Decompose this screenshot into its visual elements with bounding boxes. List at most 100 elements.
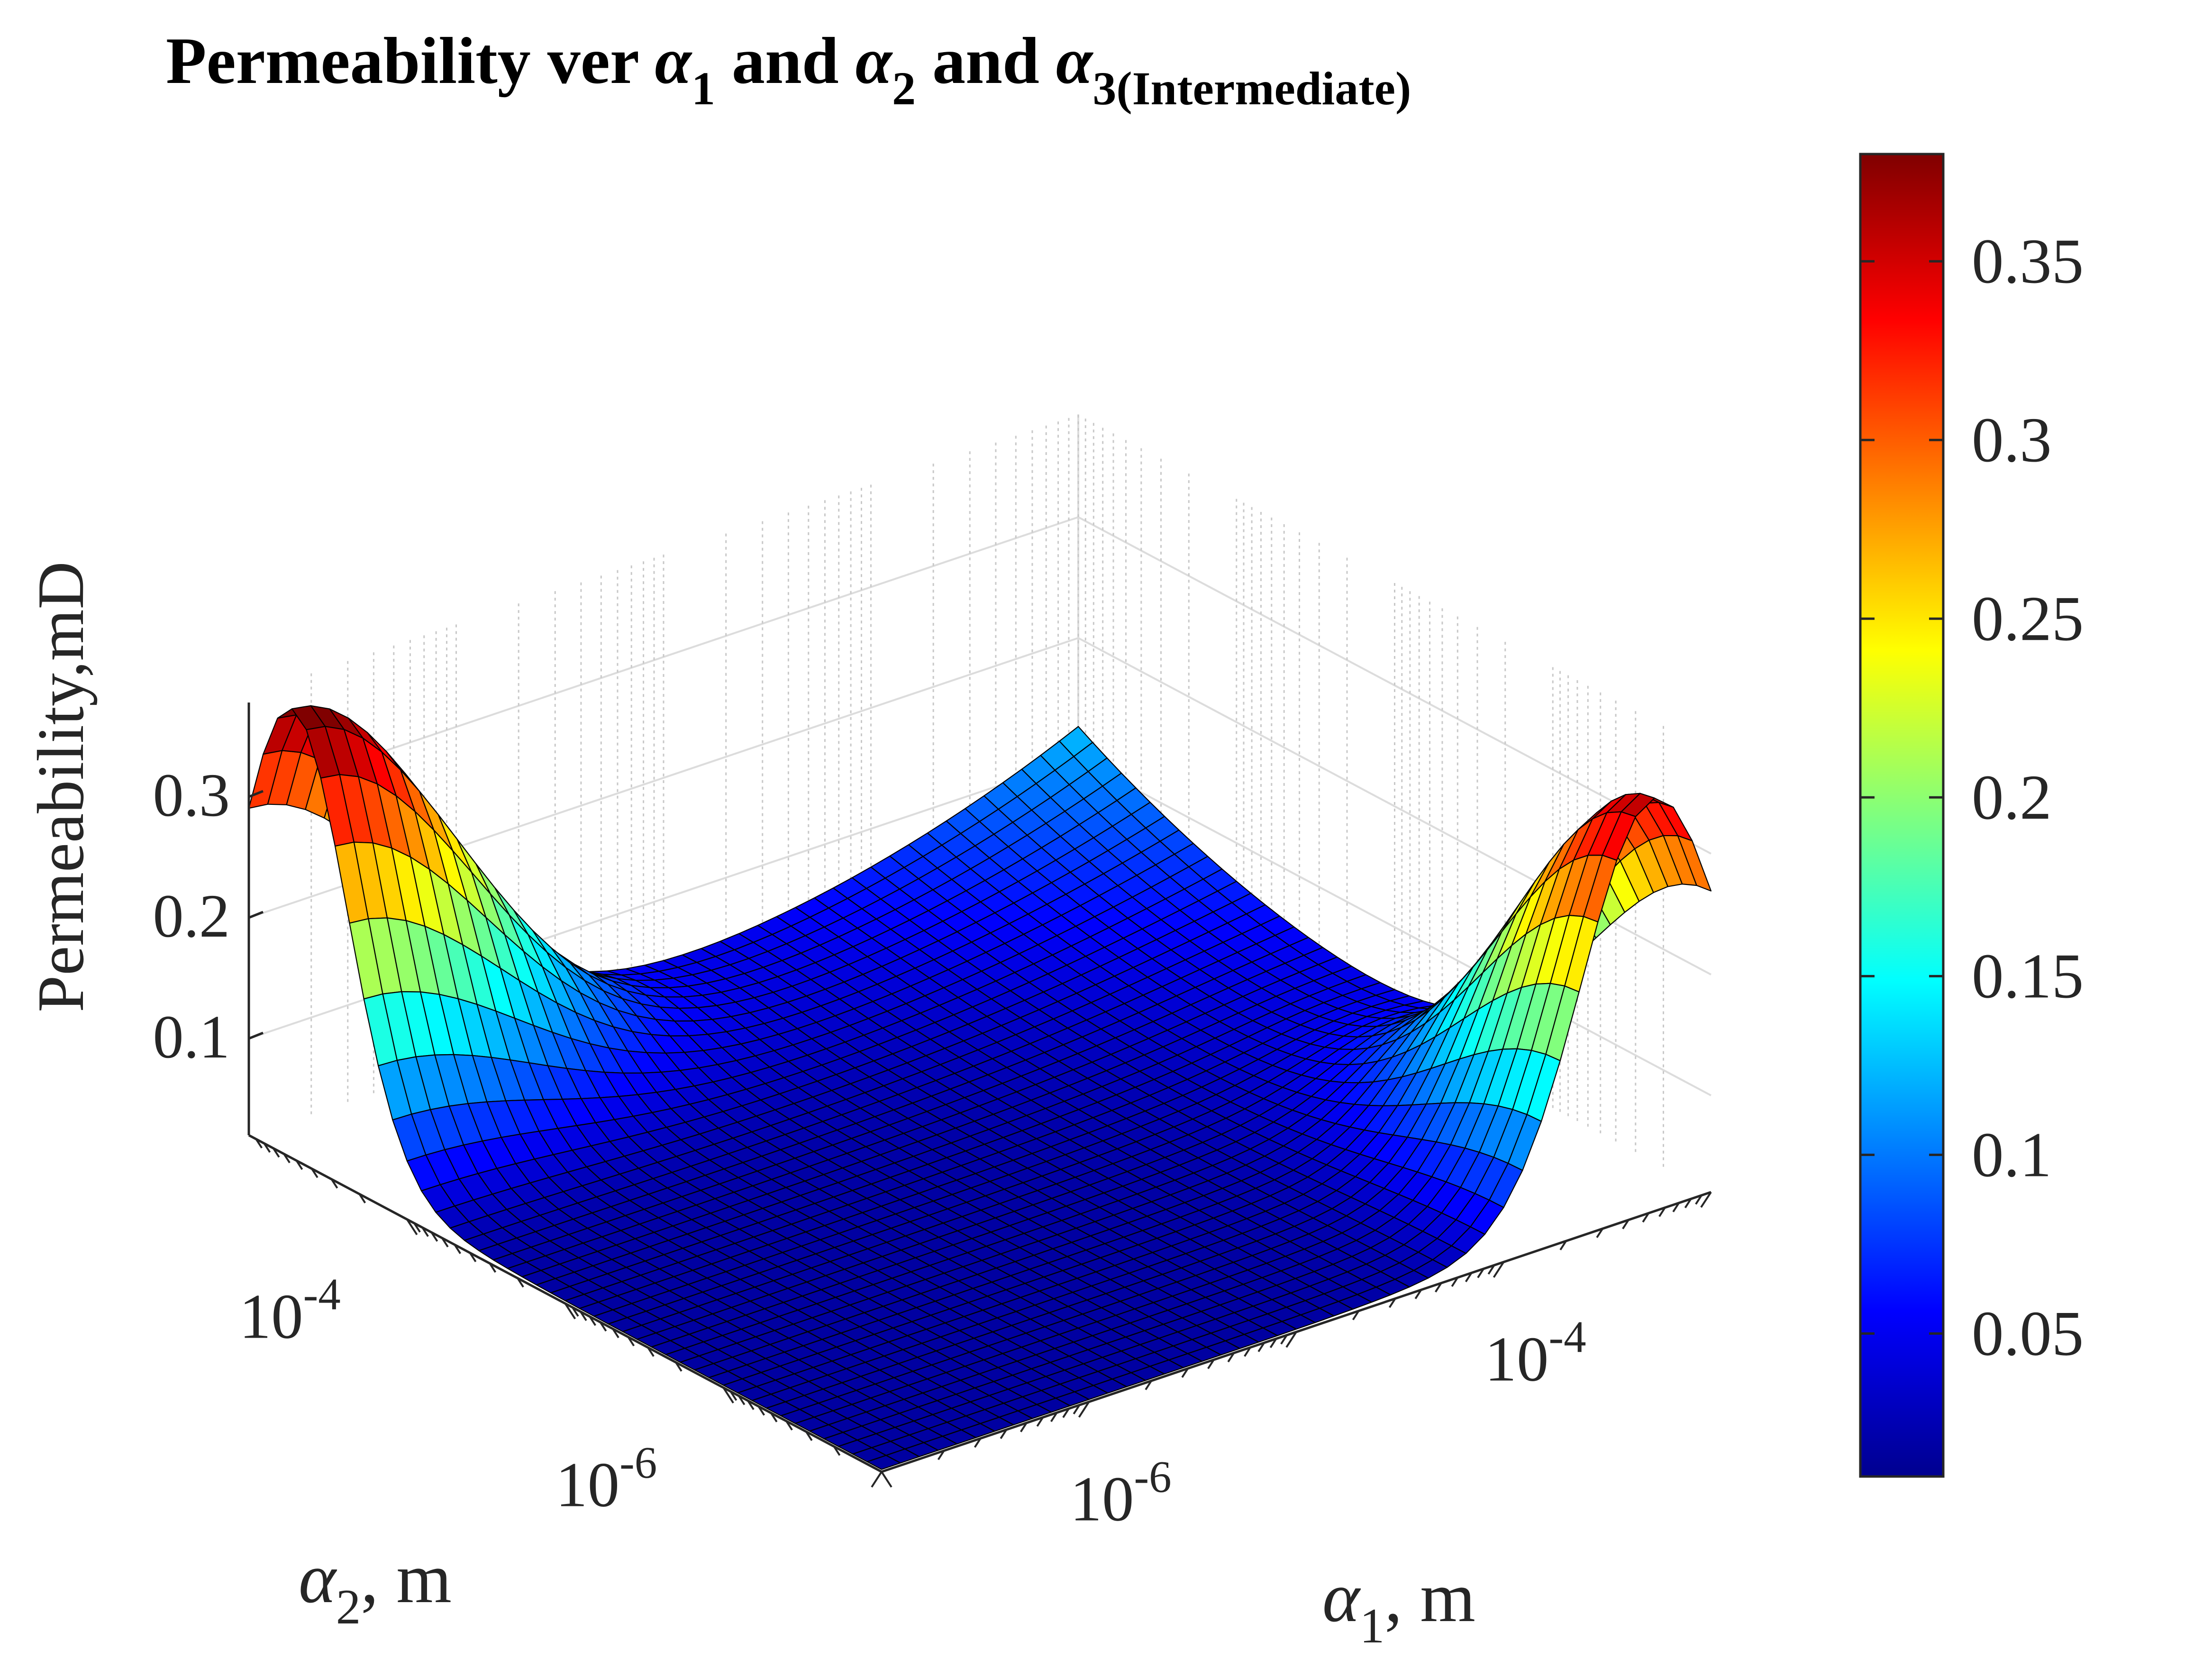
z-tick-label: 0.1 — [153, 1003, 230, 1071]
title-sub-3: 3(Intermediate) — [1092, 62, 1411, 115]
y-tick — [454, 1244, 461, 1254]
x-tick — [1050, 1412, 1058, 1422]
x-tick — [1269, 1338, 1277, 1349]
x-tick — [1700, 1191, 1712, 1208]
x-tick — [1073, 1404, 1081, 1415]
surface-patch — [866, 1455, 901, 1470]
y-tick — [747, 1400, 755, 1410]
y-tick — [627, 1336, 635, 1347]
y-tick — [737, 1395, 746, 1405]
z-tick-label: 0.3 — [153, 761, 230, 830]
y-tick — [599, 1322, 607, 1332]
y-tick — [413, 1222, 421, 1233]
y-tick — [469, 1252, 477, 1262]
title-alpha-1: α — [655, 24, 692, 98]
colorbar-tick-label: 0.1 — [1972, 1120, 2052, 1190]
y-tick-label: 10-4 — [239, 1269, 341, 1352]
x-tick-label: 10-4 — [1485, 1312, 1586, 1395]
x-tick — [1622, 1219, 1629, 1230]
y-tick-label-base: 10 — [555, 1450, 619, 1521]
z-tick — [248, 790, 264, 798]
y-tick — [489, 1263, 497, 1273]
y-tick — [675, 1361, 683, 1372]
x-tick — [1465, 1272, 1473, 1283]
title-alpha-2: α — [856, 24, 893, 98]
x-tick-label-exp: -6 — [1134, 1452, 1172, 1502]
y-tick — [406, 1219, 418, 1235]
y-axis-label: α2, m — [299, 1539, 452, 1634]
y-tick — [295, 1160, 303, 1170]
y-tick — [722, 1387, 734, 1404]
y-tick-label-exp: -4 — [303, 1269, 341, 1320]
z-axis-label: Permeability,mD — [24, 561, 98, 1012]
x-tick — [1493, 1261, 1505, 1278]
x-axis-label: α1, m — [1322, 1558, 1475, 1653]
colorbar — [1859, 153, 1945, 1478]
y-axis-label-unit: , m — [361, 1539, 452, 1618]
x-tick — [871, 1471, 883, 1488]
y-tick — [564, 1303, 576, 1320]
x-tick-label-base: 10 — [1070, 1464, 1134, 1535]
y-axis-label-alpha: α — [299, 1539, 337, 1618]
y-tick — [580, 1311, 587, 1321]
colorbar-gradient — [1859, 153, 1945, 1478]
title-and-2: and — [916, 24, 1056, 98]
x-tick — [1672, 1202, 1680, 1212]
z-tick — [248, 911, 264, 919]
x-tick — [1207, 1359, 1215, 1369]
x-tick — [1388, 1298, 1396, 1308]
x-tick — [1062, 1408, 1070, 1418]
x-tick — [1036, 1417, 1044, 1427]
colorbar-tick-label: 0.2 — [1972, 762, 2052, 833]
y-tick — [273, 1148, 280, 1158]
title-main: Permeability ver — [166, 24, 655, 98]
z-tick-label: 0.2 — [153, 882, 230, 950]
x-tick — [1559, 1240, 1567, 1250]
x-tick — [1477, 1268, 1484, 1278]
x-tick — [1487, 1265, 1495, 1275]
x-tick — [1078, 1401, 1090, 1418]
x-tick — [1596, 1228, 1603, 1238]
x-tick — [1244, 1347, 1251, 1357]
y-tick — [881, 1471, 892, 1488]
y-tick — [263, 1143, 271, 1153]
z-tick — [248, 1031, 264, 1040]
y-tick — [430, 1231, 438, 1242]
x-tick — [1695, 1194, 1702, 1205]
y-tick — [785, 1421, 793, 1431]
x-tick — [1658, 1207, 1666, 1217]
title-sub-1: 1 — [692, 62, 715, 115]
x-tick — [1285, 1331, 1297, 1348]
x-tick — [1145, 1380, 1152, 1390]
x-tick — [1280, 1334, 1288, 1345]
colorbar-ticks: 0.05 0.1 0.15 0.2 0.25 0.3 0.35 — [1860, 226, 2084, 1369]
x-tick — [1684, 1198, 1692, 1209]
y-tick — [757, 1405, 765, 1416]
y-tick — [770, 1412, 778, 1422]
x-tick — [1000, 1429, 1008, 1439]
x-tick — [1181, 1368, 1189, 1378]
y-tick — [572, 1307, 579, 1317]
x-tick — [1435, 1282, 1442, 1293]
x-tick-label-exp: -4 — [1549, 1312, 1586, 1362]
colorbar-tick-label: 0.05 — [1972, 1298, 2084, 1369]
x-tick — [937, 1450, 945, 1460]
y-tick — [805, 1431, 813, 1441]
y-tick — [612, 1328, 619, 1339]
x-tick — [1352, 1310, 1360, 1321]
y-tick — [330, 1178, 338, 1189]
y-tick — [441, 1237, 449, 1248]
x-tick — [1642, 1212, 1649, 1223]
y-tick-label-exp: -6 — [619, 1438, 657, 1488]
colorbar-tick-label: 0.35 — [1972, 226, 2084, 297]
title-alpha-3: α — [1056, 24, 1094, 98]
title-sub-2: 2 — [892, 62, 916, 115]
y-tick — [311, 1168, 319, 1178]
y-tick — [729, 1391, 737, 1401]
x-tick — [1227, 1352, 1235, 1363]
y-tick-label-base: 10 — [239, 1282, 303, 1352]
colorbar-tick-label: 0.25 — [1972, 583, 2084, 654]
x-tick — [1257, 1342, 1265, 1352]
x-tick — [1451, 1277, 1459, 1287]
x-axis-label-sub: 1 — [1360, 1598, 1385, 1653]
